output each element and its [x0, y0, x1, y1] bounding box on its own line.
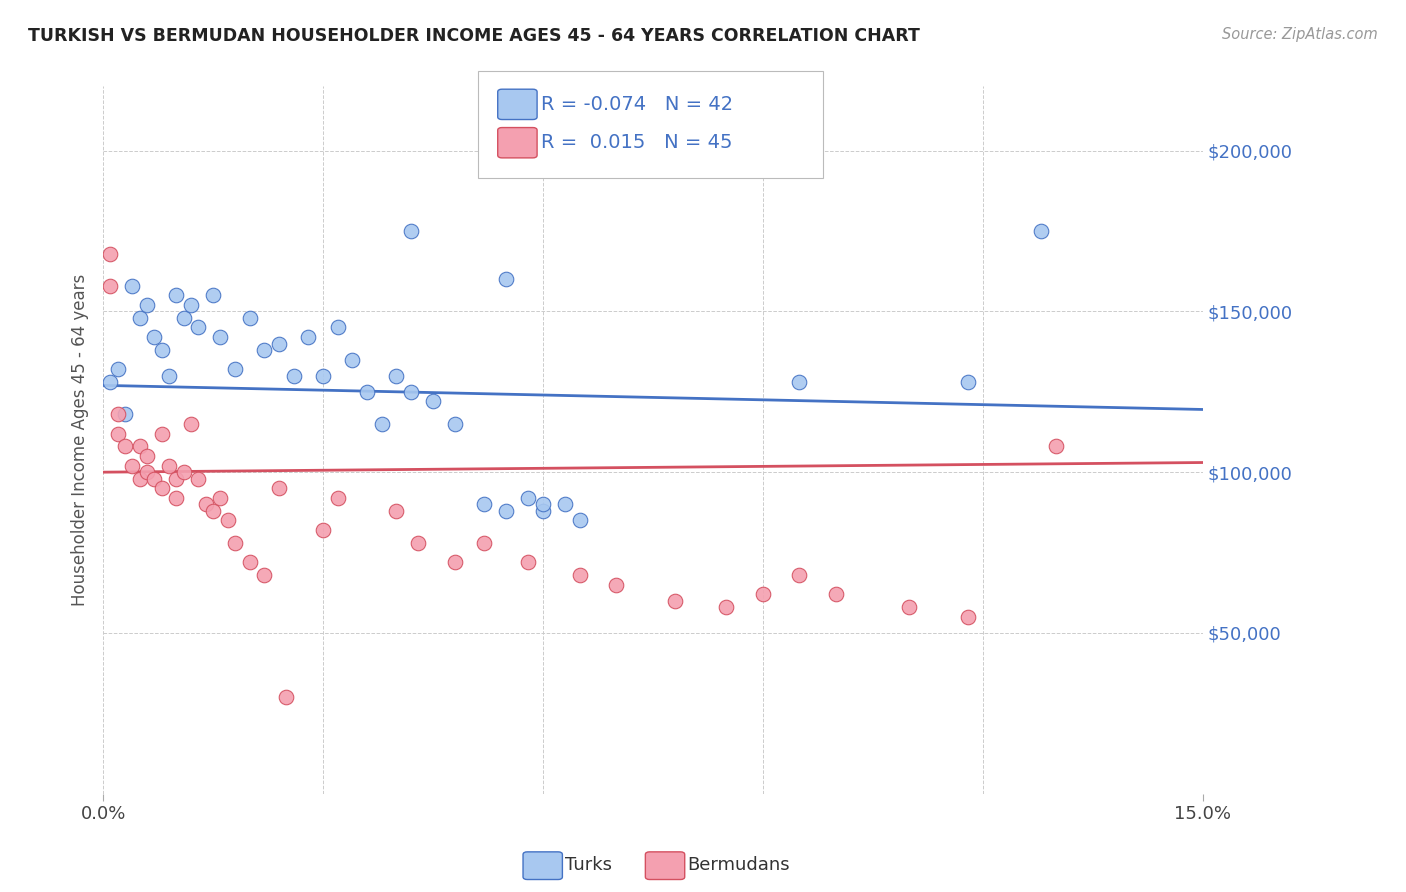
Point	[326, 320, 349, 334]
Point	[180, 417, 202, 431]
Point	[1045, 440, 1067, 454]
Text: Bermudans: Bermudans	[688, 856, 790, 874]
Point	[239, 310, 262, 325]
Point	[100, 375, 122, 389]
Point	[173, 310, 195, 325]
Point	[385, 368, 408, 383]
Point	[472, 536, 495, 550]
Point	[276, 690, 298, 705]
Text: Turks: Turks	[565, 856, 612, 874]
Point	[825, 587, 848, 601]
Point	[224, 362, 246, 376]
Point	[100, 246, 122, 260]
Point	[165, 491, 187, 505]
Point	[283, 368, 305, 383]
Point	[107, 362, 129, 376]
Point	[664, 594, 686, 608]
Point	[128, 472, 150, 486]
Point	[253, 568, 276, 582]
Point	[517, 555, 540, 569]
Point	[267, 336, 290, 351]
Point	[312, 368, 335, 383]
Point	[157, 458, 180, 473]
Point	[356, 384, 378, 399]
Point	[150, 426, 173, 441]
Point	[554, 497, 576, 511]
Point	[143, 330, 166, 344]
Point	[107, 426, 129, 441]
Point	[326, 491, 349, 505]
Point	[217, 513, 239, 527]
Point	[568, 513, 591, 527]
Point	[121, 278, 143, 293]
Point	[202, 288, 225, 302]
Point	[253, 343, 276, 357]
Point	[187, 472, 209, 486]
Point	[714, 600, 737, 615]
Point	[114, 440, 136, 454]
Point	[224, 536, 246, 550]
Point	[312, 523, 335, 537]
Point	[165, 472, 187, 486]
Point	[157, 368, 180, 383]
Point	[408, 536, 430, 550]
Point	[128, 440, 150, 454]
Point	[267, 481, 290, 495]
Point	[107, 407, 129, 421]
Point	[370, 417, 392, 431]
Point	[517, 491, 540, 505]
Point	[399, 224, 422, 238]
Point	[422, 394, 444, 409]
Point	[898, 600, 921, 615]
Point	[957, 375, 980, 389]
Point	[136, 298, 159, 312]
Point	[342, 352, 364, 367]
Text: R =  0.015   N = 45: R = 0.015 N = 45	[541, 133, 733, 153]
Point	[136, 465, 159, 479]
Point	[136, 449, 159, 463]
Point	[385, 504, 408, 518]
Point	[531, 504, 554, 518]
Point	[121, 458, 143, 473]
Point	[568, 568, 591, 582]
Point	[297, 330, 319, 344]
Point	[150, 481, 173, 495]
Point	[180, 298, 202, 312]
Point	[605, 577, 627, 591]
Point	[202, 504, 225, 518]
Text: R = -0.074   N = 42: R = -0.074 N = 42	[541, 95, 734, 114]
Y-axis label: Householder Income Ages 45 - 64 years: Householder Income Ages 45 - 64 years	[72, 274, 89, 607]
Point	[752, 587, 775, 601]
Point	[1031, 224, 1053, 238]
Point	[209, 491, 232, 505]
Point	[187, 320, 209, 334]
Point	[789, 375, 811, 389]
Point	[143, 472, 166, 486]
Point	[239, 555, 262, 569]
Point	[957, 610, 980, 624]
Text: Source: ZipAtlas.com: Source: ZipAtlas.com	[1222, 27, 1378, 42]
Point	[444, 417, 467, 431]
Point	[495, 272, 517, 286]
Point	[531, 497, 554, 511]
Point	[194, 497, 217, 511]
Point	[495, 504, 517, 518]
Point	[472, 497, 495, 511]
Point	[173, 465, 195, 479]
Point	[128, 310, 150, 325]
Point	[209, 330, 232, 344]
Point	[399, 384, 422, 399]
Point	[114, 407, 136, 421]
Point	[150, 343, 173, 357]
Point	[165, 288, 187, 302]
Text: TURKISH VS BERMUDAN HOUSEHOLDER INCOME AGES 45 - 64 YEARS CORRELATION CHART: TURKISH VS BERMUDAN HOUSEHOLDER INCOME A…	[28, 27, 920, 45]
Point	[789, 568, 811, 582]
Point	[444, 555, 467, 569]
Point	[100, 278, 122, 293]
